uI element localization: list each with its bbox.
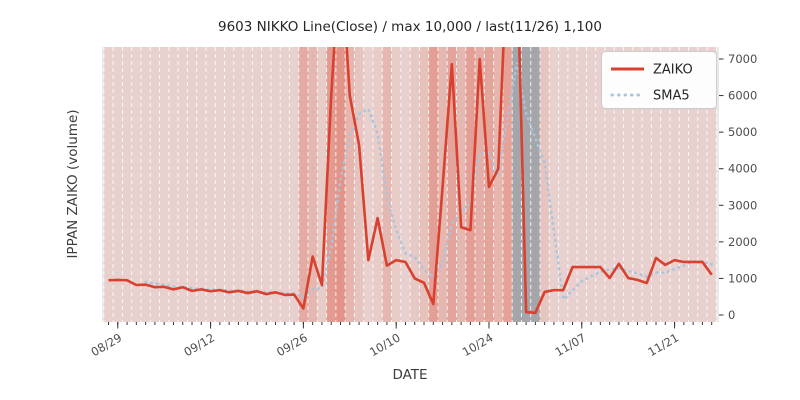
day-band bbox=[270, 47, 281, 322]
day-band bbox=[549, 47, 559, 322]
day-band bbox=[326, 47, 336, 322]
y-tick-label: 2000 bbox=[728, 235, 757, 249]
day-band bbox=[345, 47, 355, 322]
day-band bbox=[159, 47, 169, 322]
x-axis-label: DATE bbox=[392, 367, 427, 383]
x-tick-label: 09/26 bbox=[274, 330, 310, 359]
x-tick-label: 11/07 bbox=[553, 330, 589, 359]
day-band bbox=[669, 47, 680, 322]
day-band bbox=[252, 47, 262, 322]
day-band bbox=[697, 47, 708, 322]
x-tick-label: 09/12 bbox=[181, 330, 217, 359]
day-band bbox=[707, 47, 717, 322]
day-band bbox=[243, 47, 253, 322]
y-tick-label: 6000 bbox=[728, 89, 757, 103]
day-band bbox=[688, 47, 698, 322]
day-band bbox=[307, 47, 318, 322]
day-band bbox=[178, 47, 188, 322]
day-band bbox=[651, 47, 661, 322]
x-axis-ticks bbox=[108, 322, 713, 329]
day-band bbox=[586, 47, 596, 322]
day-band bbox=[150, 47, 160, 322]
day-band bbox=[632, 47, 643, 322]
day-band bbox=[512, 47, 522, 322]
day-band bbox=[447, 47, 457, 322]
day-band bbox=[502, 47, 513, 322]
day-band bbox=[577, 47, 587, 322]
day-band bbox=[567, 47, 578, 322]
day-band bbox=[623, 47, 633, 322]
day-band bbox=[604, 47, 615, 322]
y-tick-label: 1000 bbox=[728, 271, 757, 285]
day-band bbox=[679, 47, 689, 322]
y-tick-label: 4000 bbox=[728, 162, 757, 176]
x-axis-tick-labels: 08/29 09/12 09/26 10/10 10/24 11/07 11/21 bbox=[89, 330, 682, 359]
series-group bbox=[108, 47, 714, 315]
day-band bbox=[539, 47, 550, 322]
day-band bbox=[363, 47, 374, 322]
day-band bbox=[233, 47, 244, 322]
day-band bbox=[428, 47, 438, 322]
day-band bbox=[289, 47, 299, 322]
day-band bbox=[298, 47, 309, 322]
day-band bbox=[465, 47, 476, 322]
x-tick-label: 08/29 bbox=[89, 330, 125, 359]
y-tick-label: 3000 bbox=[728, 198, 757, 212]
day-band bbox=[521, 47, 531, 322]
x-tick-label: 10/24 bbox=[460, 330, 496, 359]
day-band bbox=[354, 47, 364, 322]
day-band bbox=[196, 47, 206, 322]
day-band bbox=[113, 47, 123, 322]
y-axis-ticks bbox=[719, 58, 724, 316]
x-tick-label: 11/21 bbox=[645, 330, 681, 359]
day-band bbox=[400, 47, 411, 322]
day-band bbox=[131, 47, 142, 322]
legend: ZAIKO SMA5 bbox=[601, 51, 717, 109]
day-band bbox=[382, 47, 392, 322]
day-shading-bands bbox=[103, 47, 717, 322]
x-tick-label: 10/10 bbox=[367, 330, 403, 359]
day-band bbox=[168, 47, 179, 322]
day-band bbox=[595, 47, 606, 322]
day-band bbox=[558, 47, 568, 322]
day-band bbox=[140, 47, 151, 322]
day-band bbox=[475, 47, 485, 322]
legend-sma5-label: SMA5 bbox=[653, 89, 690, 104]
zaiko-line bbox=[108, 47, 713, 315]
chart-title: 9603 NIKKO Line(Close) / max 10,000 / la… bbox=[218, 19, 602, 35]
day-band bbox=[261, 47, 271, 322]
day-band bbox=[187, 47, 197, 322]
day-band bbox=[280, 47, 290, 322]
day-band bbox=[660, 47, 670, 322]
y-axis-label: IPPAN ZAIKO (volume) bbox=[65, 109, 81, 258]
day-band bbox=[642, 47, 652, 322]
day-band bbox=[419, 47, 429, 322]
y-tick-label: 5000 bbox=[728, 125, 757, 139]
day-band bbox=[205, 47, 216, 322]
day-band bbox=[372, 47, 383, 322]
day-band bbox=[456, 47, 466, 322]
day-band bbox=[410, 47, 420, 322]
y-axis-tick-labels: 0 1000 2000 3000 4000 5000 6000 7000 bbox=[728, 52, 757, 322]
day-band bbox=[103, 47, 114, 322]
day-band bbox=[122, 47, 132, 322]
y-tick-label: 0 bbox=[728, 308, 735, 322]
y-tick-label: 7000 bbox=[728, 52, 757, 66]
day-band bbox=[391, 47, 401, 322]
day-band bbox=[317, 47, 327, 322]
legend-zaiko-label: ZAIKO bbox=[653, 63, 693, 78]
day-band bbox=[530, 47, 541, 322]
day-band bbox=[614, 47, 624, 322]
day-band bbox=[224, 47, 234, 322]
day-band bbox=[215, 47, 225, 322]
day-band bbox=[493, 47, 503, 322]
